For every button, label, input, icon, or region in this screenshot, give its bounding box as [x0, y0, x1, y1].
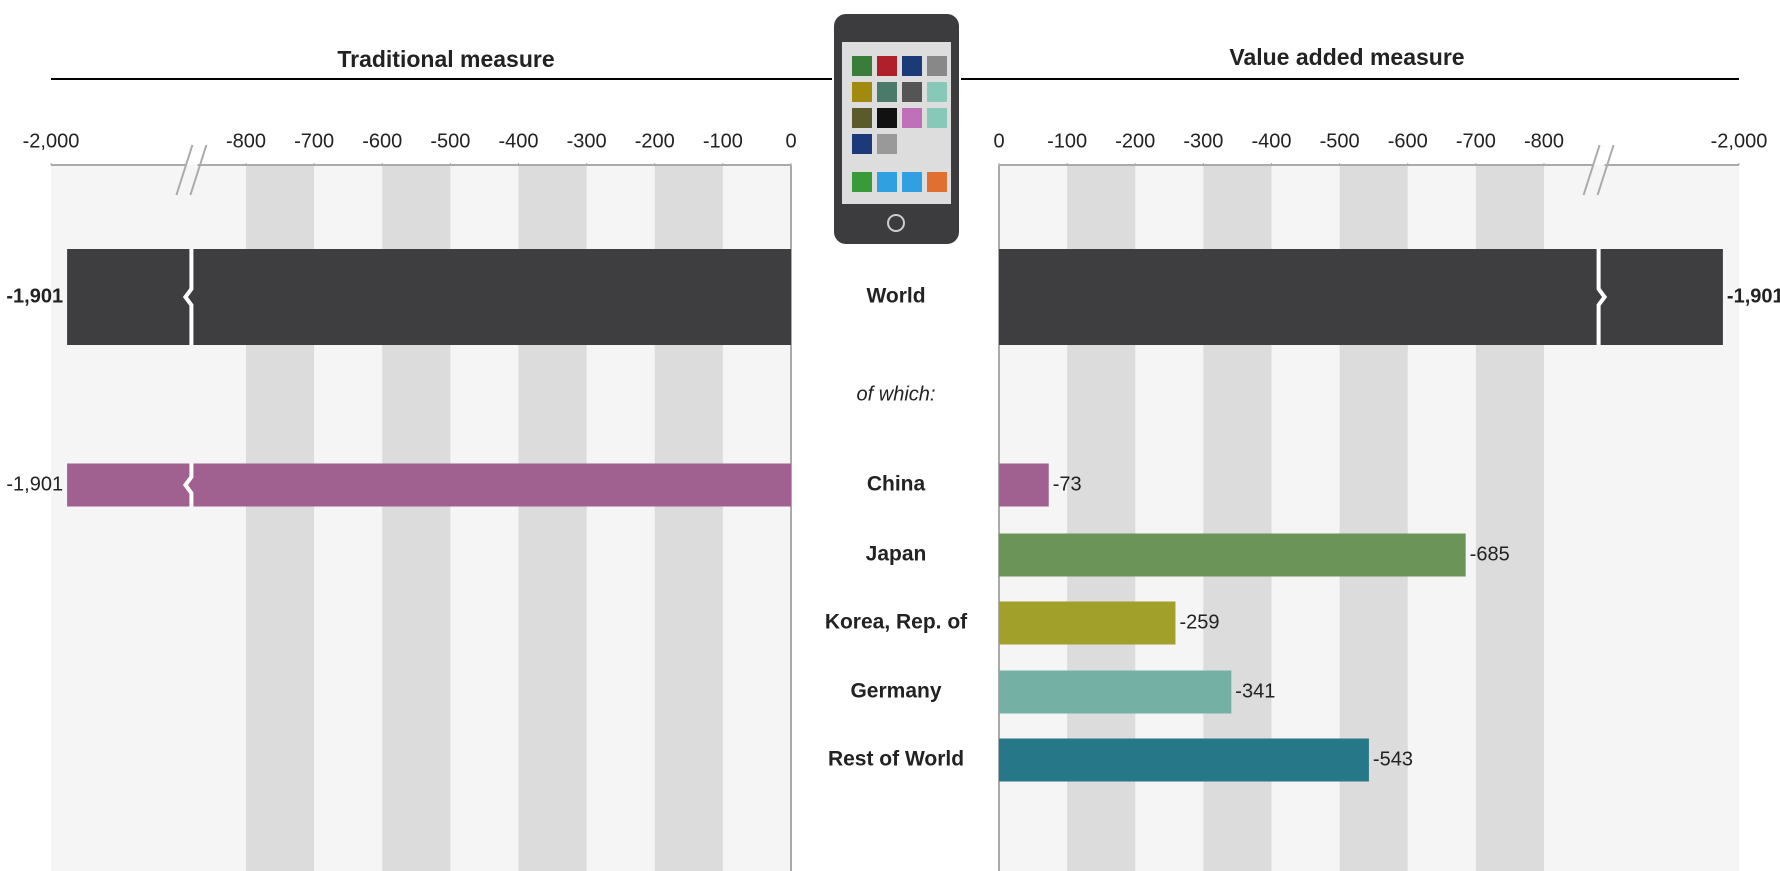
value-label: -1,901 [6, 473, 63, 495]
bar-break [182, 463, 194, 507]
value-label: -543 [1373, 748, 1413, 770]
bar [999, 670, 1232, 714]
bar-break [1596, 249, 1608, 345]
bar [999, 249, 1723, 345]
category-label: World [866, 285, 925, 308]
panel-title: Traditional measure [337, 46, 554, 72]
value-label: -341 [1235, 680, 1275, 702]
plot-layer: -2,000 -800 -700 -600 -500 -400 -300 -200 -100 0 -… [6, 130, 1780, 871]
value-label: -1,901 [6, 285, 63, 307]
x-tick-label: -2,000 [23, 130, 80, 152]
bar [999, 601, 1176, 645]
x-tick-label: -200 [1115, 130, 1155, 152]
x-tick-label: -700 [1456, 130, 1496, 152]
category-label: Korea, Rep. of [825, 611, 968, 634]
category-label: Germany [850, 680, 941, 703]
bar [67, 249, 791, 345]
category-label: Rest of World [828, 748, 964, 771]
phone-icon [834, 14, 959, 244]
x-tick-label: -800 [226, 130, 266, 152]
panel-title: Value added measure [1229, 44, 1464, 70]
x-tick-label: 0 [993, 130, 1004, 152]
bar [999, 463, 1049, 507]
bar [999, 738, 1369, 782]
x-tick-label: -600 [1388, 130, 1428, 152]
category-label: Japan [866, 543, 927, 566]
x-tick-label: -400 [1251, 130, 1291, 152]
x-tick-label: -600 [362, 130, 402, 152]
category-label: China [867, 473, 926, 496]
bar-break [182, 249, 194, 345]
bar [67, 463, 791, 507]
x-tick-label: -500 [430, 130, 470, 152]
axis-break-mark [189, 144, 208, 196]
x-tick-label: -400 [498, 130, 538, 152]
x-tick-label: -300 [1183, 130, 1223, 152]
bar [999, 533, 1466, 577]
value-label: -259 [1179, 611, 1219, 633]
value-label: -73 [1053, 473, 1082, 495]
x-tick-label: -200 [635, 130, 675, 152]
x-tick-label: 0 [785, 130, 796, 152]
x-tick-label: -300 [567, 130, 607, 152]
x-tick-label: -800 [1524, 130, 1564, 152]
x-tick-label: -100 [1047, 130, 1087, 152]
axis-break-mark [175, 144, 194, 196]
x-tick-label: -700 [294, 130, 334, 152]
value-label: -685 [1470, 543, 1510, 565]
x-tick-label: -500 [1320, 130, 1360, 152]
annotation: of which: [857, 383, 936, 405]
x-tick-label: -100 [703, 130, 743, 152]
axis-break-mark [1596, 144, 1615, 196]
axis-break-mark [1582, 144, 1601, 196]
value-label: -1,901 [1727, 285, 1780, 307]
x-tick-label: -2,000 [1711, 130, 1768, 152]
